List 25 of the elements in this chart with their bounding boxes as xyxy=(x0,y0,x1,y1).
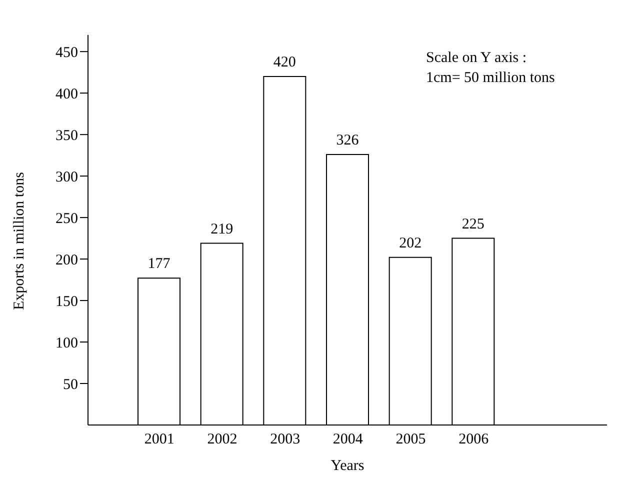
annotation: 1cm= 50 million tons xyxy=(426,69,555,88)
y-tick-label: 250 xyxy=(56,210,78,227)
y-tick-label: 300 xyxy=(56,169,78,186)
x-tick-label: 2006 xyxy=(458,432,490,448)
x-tick-label: 2003 xyxy=(270,432,300,448)
x-tick-label: 2005 xyxy=(396,432,426,448)
data-label: 420 xyxy=(273,54,296,70)
x-tick-label: 2001 xyxy=(144,432,174,448)
y-tick-label: 400 xyxy=(56,86,78,102)
y-tick-label: 200 xyxy=(56,252,78,268)
data-label: 225 xyxy=(462,216,484,232)
data-label: 326 xyxy=(336,132,360,148)
data-label: 177 xyxy=(148,256,171,272)
y-tick-label: 100 xyxy=(56,335,78,352)
annotation: Scale on Y axis : xyxy=(426,49,528,68)
x-tick-label: 2002 xyxy=(207,432,238,448)
data-label: 202 xyxy=(399,235,422,252)
x-tick-label: 2004 xyxy=(332,432,364,448)
y-tick-label: 350 xyxy=(56,128,78,144)
y-axis-title: Exports in million tons xyxy=(11,172,28,310)
x-axis-title: Years xyxy=(330,458,364,474)
y-tick-label: 50 xyxy=(63,376,78,393)
y-tick-label: 450 xyxy=(56,44,78,61)
y-tick-label: 150 xyxy=(56,294,78,310)
data-label: 219 xyxy=(210,221,234,238)
